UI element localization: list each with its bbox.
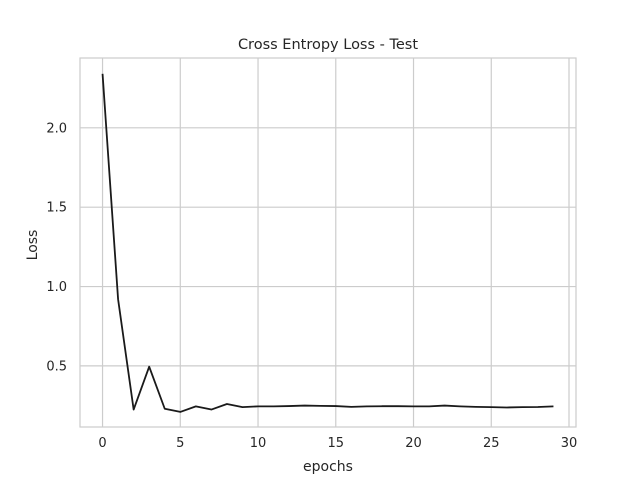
x-tick-label: 20 <box>405 436 422 451</box>
tick-labels: 0 5 10 15 20 25 30 0.5 1.0 1.5 2.0 <box>46 121 577 451</box>
x-tick-label: 15 <box>328 436 345 451</box>
series-layer <box>101 73 554 413</box>
grid-lines <box>80 58 576 427</box>
chart-title: Cross Entropy Loss - Test <box>238 37 418 53</box>
loss-series-line <box>101 73 554 413</box>
y-tick-label: 0.5 <box>46 359 67 374</box>
plot-frame <box>79 57 577 428</box>
y-tick-label: 1.0 <box>46 280 67 295</box>
x-tick-label: 25 <box>483 436 500 451</box>
x-tick-label: 10 <box>250 436 267 451</box>
y-tick-label: 1.5 <box>46 201 67 216</box>
x-axis-label: epochs <box>303 459 353 475</box>
x-tick-label: 5 <box>176 436 184 451</box>
axes-frame <box>79 57 577 428</box>
x-tick-label: 0 <box>98 436 106 451</box>
x-tick-label: 30 <box>561 436 578 451</box>
y-tick-label: 2.0 <box>46 121 67 136</box>
y-axis-label: Loss <box>25 230 41 261</box>
